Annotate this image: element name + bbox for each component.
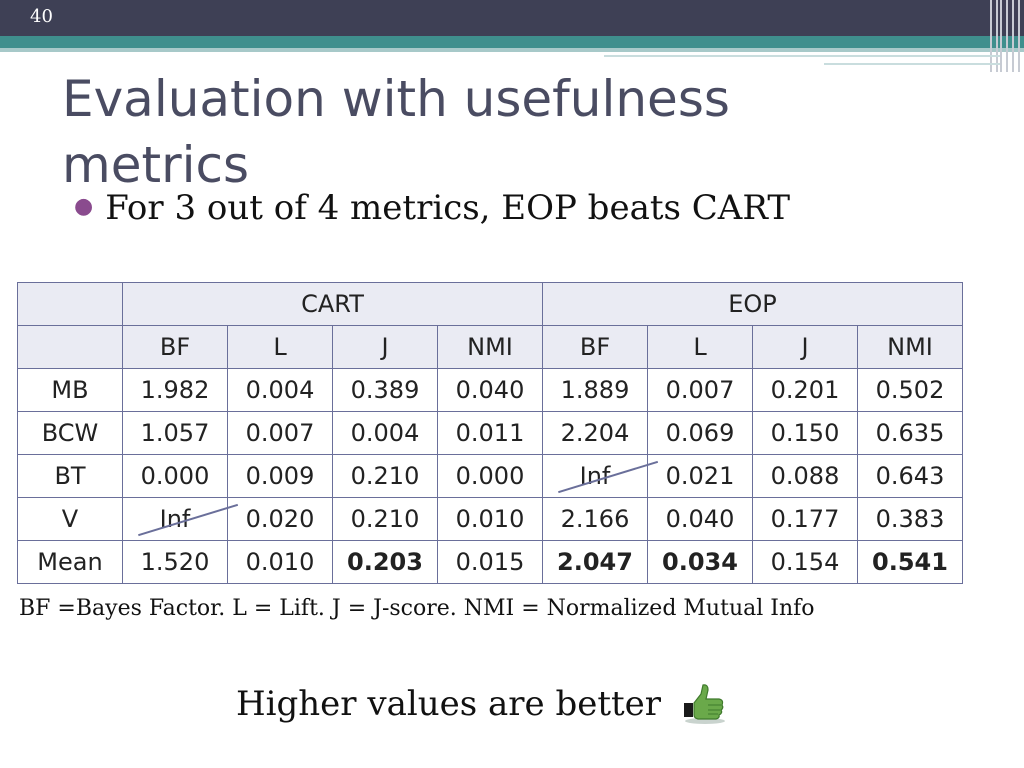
- table-cell: 0.015: [437, 540, 543, 584]
- column-header: BF: [122, 325, 228, 369]
- table-cell: 0.643: [857, 454, 963, 498]
- table-cell: 1.982: [122, 368, 228, 412]
- table-row-mean: Mean 1.520 0.010 0.203 0.015 2.047 0.034…: [17, 540, 963, 584]
- table-cell-best: 0.541: [857, 540, 963, 584]
- table-cell: 0.154: [752, 540, 858, 584]
- row-header: Mean: [17, 540, 123, 584]
- table-cell-best: 0.034: [647, 540, 753, 584]
- table-corner-cell: [17, 325, 123, 369]
- table-cell: 1.057: [122, 411, 228, 455]
- table-group-header-row: CART EOP: [17, 282, 963, 326]
- column-header: NMI: [857, 325, 963, 369]
- bullet-text: For 3 out of 4 metrics, EOP beats CART: [105, 188, 791, 228]
- bullet-point: ● For 3 out of 4 metrics, EOP beats CART: [74, 188, 790, 228]
- table-cell: 0.635: [857, 411, 963, 455]
- table-cell-best: 2.047: [542, 540, 648, 584]
- struck-value: Inf: [579, 462, 611, 490]
- table-cell: 0.040: [437, 368, 543, 412]
- row-header: BCW: [17, 411, 123, 455]
- table-cell: 0.007: [227, 411, 333, 455]
- header-band: [0, 0, 1024, 36]
- table-cell: 0.004: [227, 368, 333, 412]
- table-corner-cell: [17, 282, 123, 326]
- table-metric-header-row: BF L J NMI BF L J NMI: [17, 325, 963, 369]
- table-cell: 0.040: [647, 497, 753, 541]
- column-header: L: [647, 325, 753, 369]
- table-cell: 0.000: [437, 454, 543, 498]
- table-cell: 1.520: [122, 540, 228, 584]
- table-cell-best: 0.203: [332, 540, 438, 584]
- table-cell: 2.204: [542, 411, 648, 455]
- table-cell: 0.009: [227, 454, 333, 498]
- table-cell: 0.210: [332, 454, 438, 498]
- table-row: BCW 1.057 0.007 0.004 0.011 2.204 0.069 …: [17, 411, 963, 455]
- column-header: NMI: [437, 325, 543, 369]
- table-row: V Inf 0.020 0.210 0.010 2.166 0.040 0.17…: [17, 497, 963, 541]
- table-cell: 2.166: [542, 497, 648, 541]
- thumbs-up-icon: [684, 684, 725, 724]
- header-decoration: [990, 0, 1024, 72]
- header-accent-band: [0, 36, 1024, 48]
- table-cell: 0.502: [857, 368, 963, 412]
- column-header: J: [332, 325, 438, 369]
- group-header-cart: CART: [122, 282, 543, 326]
- table-cell: 0.010: [227, 540, 333, 584]
- bullet-icon: ●: [74, 194, 94, 219]
- table-cell: 0.020: [227, 497, 333, 541]
- footer-note: Higher values are better: [236, 684, 662, 724]
- struck-value: Inf: [159, 505, 191, 533]
- table-cell: 0.069: [647, 411, 753, 455]
- slide-number: 40: [30, 6, 53, 27]
- table-cell: 0.150: [752, 411, 858, 455]
- results-table: CART EOP BF L J NMI BF L J NMI MB 1.982 …: [17, 282, 963, 584]
- table-cell: 0.389: [332, 368, 438, 412]
- table-cell: 0.004: [332, 411, 438, 455]
- header-accent-line: [0, 48, 1024, 52]
- table-cell: 0.021: [647, 454, 753, 498]
- table-cell-struck: Inf: [542, 454, 648, 498]
- table-cell: 0.000: [122, 454, 228, 498]
- table-cell: 0.010: [437, 497, 543, 541]
- slide-title: Evaluation with usefulness metrics: [62, 70, 730, 194]
- table-cell: 0.201: [752, 368, 858, 412]
- table-cell: 0.007: [647, 368, 753, 412]
- row-header: V: [17, 497, 123, 541]
- group-header-eop: EOP: [542, 282, 963, 326]
- row-header: MB: [17, 368, 123, 412]
- table-cell: 0.011: [437, 411, 543, 455]
- table-row: MB 1.982 0.004 0.389 0.040 1.889 0.007 0…: [17, 368, 963, 412]
- table-cell: 0.177: [752, 497, 858, 541]
- row-header: BT: [17, 454, 123, 498]
- column-header: L: [227, 325, 333, 369]
- column-header: J: [752, 325, 858, 369]
- table-row: BT 0.000 0.009 0.210 0.000 Inf 0.021 0.0…: [17, 454, 963, 498]
- table-cell: 0.088: [752, 454, 858, 498]
- table-cell-struck: Inf: [122, 497, 228, 541]
- table-cell: 1.889: [542, 368, 648, 412]
- column-header: BF: [542, 325, 648, 369]
- header-decoration-lines: [604, 55, 1000, 69]
- abbreviation-legend: BF =Bayes Factor. L = Lift. J = J-score.…: [19, 596, 815, 621]
- table-cell: 0.383: [857, 497, 963, 541]
- table-cell: 0.210: [332, 497, 438, 541]
